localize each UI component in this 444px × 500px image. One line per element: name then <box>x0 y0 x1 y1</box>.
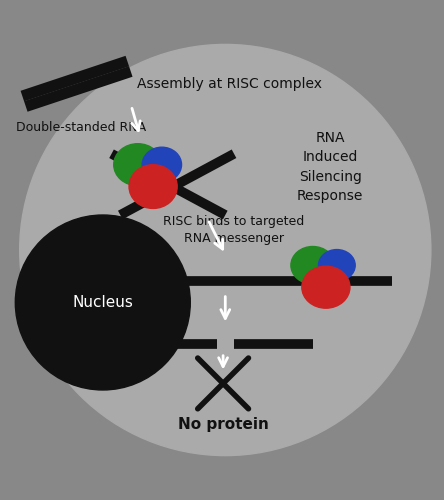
Ellipse shape <box>291 246 335 284</box>
Ellipse shape <box>129 164 177 208</box>
Ellipse shape <box>318 250 355 281</box>
Text: RNA
Induced
Silencing
Response: RNA Induced Silencing Response <box>297 130 364 203</box>
Ellipse shape <box>302 266 350 308</box>
Text: Nucleus: Nucleus <box>72 295 133 310</box>
Ellipse shape <box>142 147 182 182</box>
Circle shape <box>20 44 431 456</box>
Text: RISC binds to targeted
RNA messenger: RISC binds to targeted RNA messenger <box>163 216 305 246</box>
Text: No protein: No protein <box>178 418 269 432</box>
Ellipse shape <box>114 144 162 186</box>
Text: Double-standed RNA: Double-standed RNA <box>16 121 146 134</box>
Circle shape <box>15 215 190 390</box>
Text: Assembly at RISC complex: Assembly at RISC complex <box>137 77 322 91</box>
